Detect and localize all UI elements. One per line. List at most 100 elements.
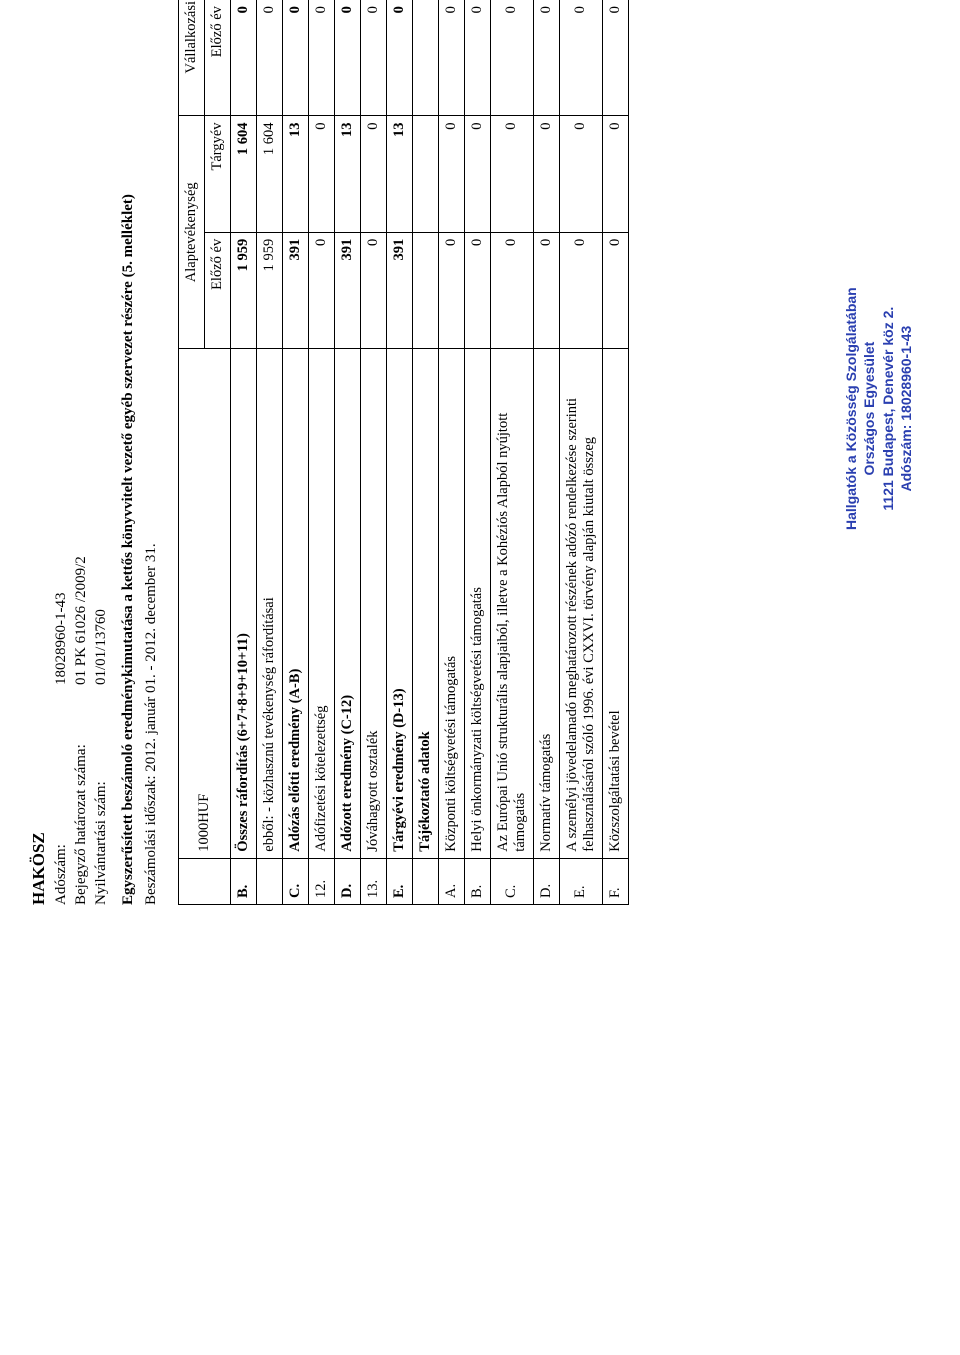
row-value: 0: [602, 116, 628, 232]
row-code: E.: [559, 858, 602, 904]
row-value: 0: [490, 116, 533, 232]
table-row: 12.Adófizetési kötelezettség000000: [308, 0, 334, 905]
row-description: Normatív támogatás: [533, 349, 559, 859]
document-header: HAKÖSZ Adószám: 18028960-1-43 Bejegyző h…: [28, 0, 112, 905]
row-code: B.: [230, 858, 256, 904]
row-code: D.: [334, 858, 360, 904]
row-description: Adófizetési kötelezettség: [308, 349, 334, 859]
table-row: E.A személyi jövedelamadó meghatározott …: [559, 0, 602, 905]
row-value: 0: [386, 0, 412, 116]
row-code: [412, 858, 438, 904]
row-value: 0: [282, 0, 308, 116]
row-value: 0: [559, 0, 602, 116]
row-value: 0: [464, 232, 490, 348]
nyilv-label: Nyilvántartási szám:: [91, 685, 111, 905]
row-description: Adózás előtti eredmény (A-B): [282, 349, 308, 859]
row-value: 0: [464, 116, 490, 232]
row-code: 12.: [308, 858, 334, 904]
table-row: E.Tárgyévi eredmény (D-13)391130039113: [386, 0, 412, 905]
row-code: B.: [464, 858, 490, 904]
income-statement-table: 1000HUF Alaptevékenység Vállalkozási tev…: [178, 0, 629, 905]
row-value: 0: [360, 0, 386, 116]
row-value: 0: [230, 0, 256, 116]
row-description: Tájékoztató adatok: [412, 349, 438, 859]
row-value: 0: [360, 232, 386, 348]
row-value: 0: [438, 232, 464, 348]
row-value: 0: [308, 116, 334, 232]
row-value: 0: [308, 232, 334, 348]
table-row: D.Adózott eredmény (C-12)391130039113: [334, 0, 360, 905]
row-value: 1 604: [230, 116, 256, 232]
table-row: A.Központi költségvetési támogatás000000: [438, 0, 464, 905]
row-value: 391: [334, 232, 360, 348]
row-value: 0: [256, 0, 282, 116]
row-value: 0: [464, 0, 490, 116]
table-row: 13.Jóváhagyott osztalék000000: [360, 0, 386, 905]
row-description: Adózott eredmény (C-12): [334, 349, 360, 859]
row-value: 0: [308, 0, 334, 116]
table-row: B.Összes ráfordítás (6+7+8+9+10+11)1 959…: [230, 0, 256, 905]
row-description: Helyi önkormányzati költségvetési támoga…: [464, 349, 490, 859]
row-value: 1 604: [256, 116, 282, 232]
row-description: Központi költségvetési támogatás: [438, 349, 464, 859]
row-value: 0: [334, 0, 360, 116]
row-code: C.: [282, 858, 308, 904]
row-value: 0: [533, 232, 559, 348]
row-value: 13: [334, 116, 360, 232]
row-description: Az Európai Unió strukturális alapjaiból,…: [490, 349, 533, 859]
row-value: 0: [360, 116, 386, 232]
org-abbrev: HAKÖSZ: [28, 0, 51, 905]
row-description: Jóváhagyott osztalék: [360, 349, 386, 859]
title-strong: Egyszerűsített beszámoló eredménykimutat…: [120, 194, 136, 905]
row-code: 13.: [360, 858, 386, 904]
stamp-line-2: Országos Egyesület: [860, 287, 878, 530]
table-row: F.Közszolgáltatási bevétel000000: [602, 0, 628, 905]
table-row: Tájékoztató adatok: [412, 0, 438, 905]
row-code: C.: [490, 858, 533, 904]
reg-number: 01 PK 61026 /2009/2: [71, 556, 91, 685]
row-value: [412, 116, 438, 232]
tax-number: 18028960-1-43: [51, 593, 71, 686]
row-value: 13: [282, 116, 308, 232]
row-value: 0: [602, 232, 628, 348]
reporting-period: Beszámolási időszak: 2012. január 01. - …: [143, 0, 160, 905]
row-value: 0: [559, 232, 602, 348]
table-row: C.Adózás előtti eredmény (A-B)3911300391…: [282, 0, 308, 905]
tax-label: Adószám:: [51, 685, 71, 905]
row-value: 0: [490, 232, 533, 348]
col-group-business: Vállalkozási tevékenység: [178, 0, 204, 116]
table-body: B.Összes ráfordítás (6+7+8+9+10+11)1 959…: [230, 0, 628, 905]
col-unit: 1000HUF: [178, 349, 230, 859]
row-value: 0: [559, 116, 602, 232]
row-value: 0: [490, 0, 533, 116]
col-core-prev: Előző év: [204, 232, 230, 348]
col-code: [178, 858, 230, 904]
nyilv-number: 01/01/13760: [91, 609, 111, 685]
row-description: ebből: - közhasznú tevékenység ráfordítá…: [256, 349, 282, 859]
row-value: 13: [386, 116, 412, 232]
row-description: A személyi jövedelamadó meghatározott ré…: [559, 349, 602, 859]
table-row: B.Helyi önkormányzati költségvetési támo…: [464, 0, 490, 905]
row-description: Tárgyévi eredmény (D-13): [386, 349, 412, 859]
row-value: 0: [533, 116, 559, 232]
stamp-line-4: Adószám: 18028960-1-43: [897, 287, 915, 530]
col-group-core: Alaptevékenység: [178, 116, 204, 349]
period-label: Beszámolási időszak:: [143, 775, 159, 905]
row-value: 1 959: [230, 232, 256, 348]
col-biz-prev: Előző év: [204, 0, 230, 116]
row-code: A.: [438, 858, 464, 904]
row-code: E.: [386, 858, 412, 904]
row-code: [256, 858, 282, 904]
row-value: 1 959: [256, 232, 282, 348]
row-value: 391: [386, 232, 412, 348]
row-value: 391: [282, 232, 308, 348]
organization-stamp: Hallgatók a Közösség Szolgálatában Orszá…: [842, 287, 915, 530]
row-description: Összes ráfordítás (6+7+8+9+10+11): [230, 349, 256, 859]
row-value: 0: [602, 0, 628, 116]
row-code: D.: [533, 858, 559, 904]
row-value: [412, 0, 438, 116]
stamp-line-1: Hallgatók a Közösség Szolgálatában: [842, 287, 860, 530]
row-description: Közszolgáltatási bevétel: [602, 349, 628, 859]
row-value: 0: [438, 0, 464, 116]
row-value: 0: [438, 116, 464, 232]
